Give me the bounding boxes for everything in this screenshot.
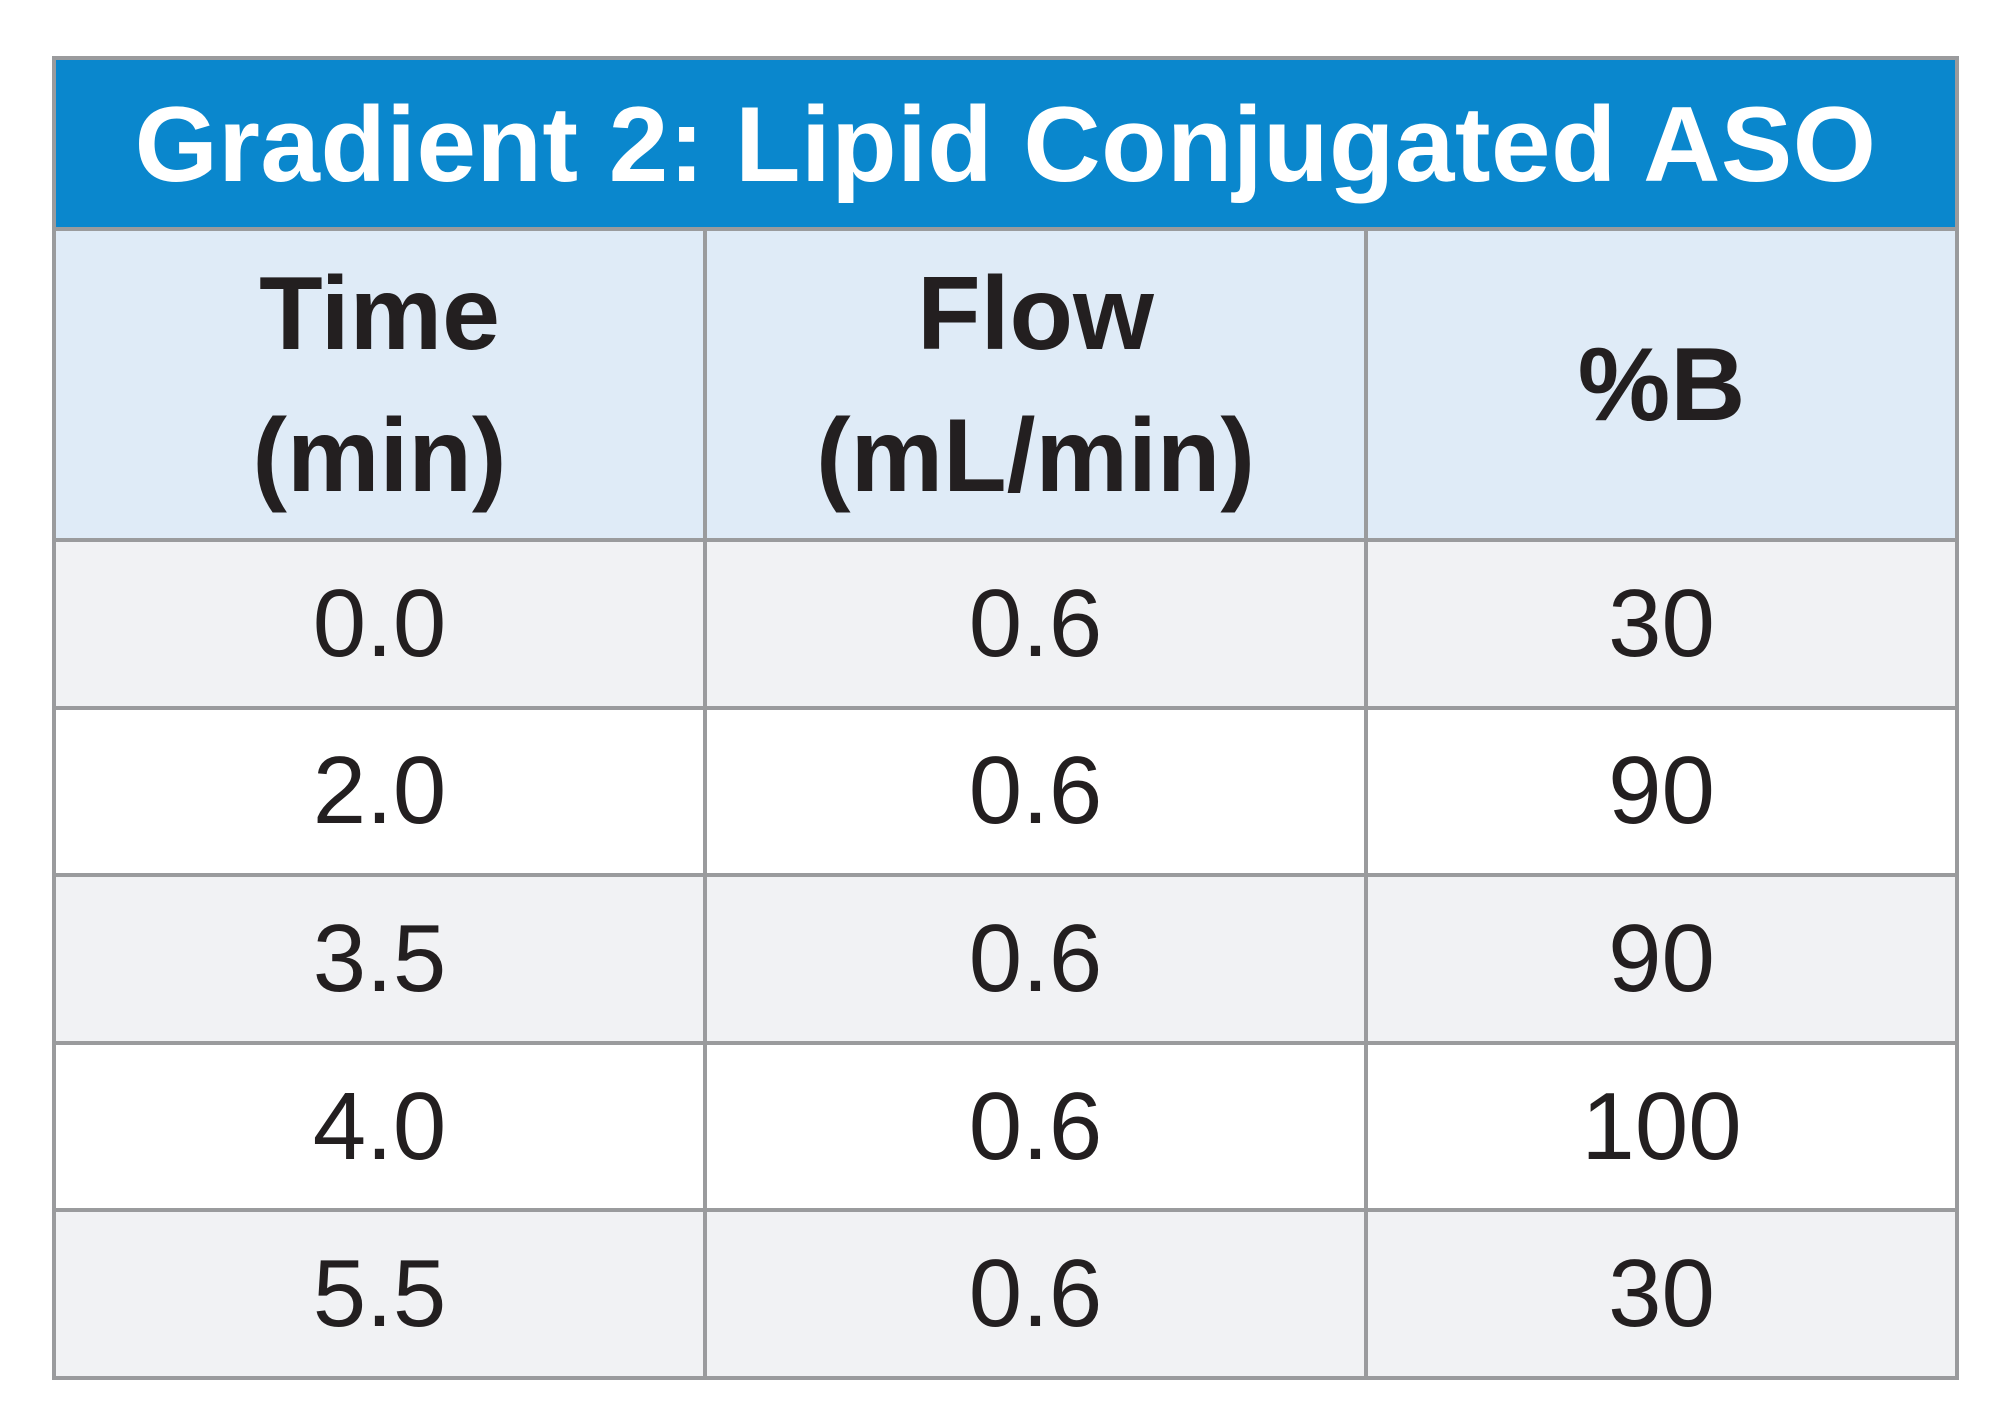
- header-time-unit: (min): [252, 397, 507, 514]
- title-row: Gradient 2: Lipid Conjugated ASO: [56, 60, 1956, 231]
- cell-percent-b: 90: [1366, 707, 1956, 878]
- cell-flow: 0.6: [705, 1210, 1368, 1376]
- header-time-label: Time: [259, 255, 500, 372]
- cell-time: 0.0: [56, 540, 707, 710]
- table-row: 4.0 0.6 100: [56, 1042, 1956, 1213]
- header-time: Time (min): [56, 229, 707, 542]
- header-percent-b-label: %B: [1577, 326, 1746, 443]
- cell-flow: 0.6: [705, 540, 1368, 710]
- cell-percent-b: 100: [1366, 1042, 1956, 1213]
- gradient-table-container: Gradient 2: Lipid Conjugated ASO Time (m…: [52, 56, 1959, 1380]
- gradient-table: Gradient 2: Lipid Conjugated ASO Time (m…: [56, 60, 1956, 1376]
- cell-flow: 0.6: [705, 1042, 1368, 1213]
- table-title: Gradient 2: Lipid Conjugated ASO: [56, 60, 1956, 231]
- header-flow-label: Flow: [917, 255, 1154, 372]
- header-flow-unit: (mL/min): [815, 397, 1256, 514]
- cell-percent-b: 30: [1366, 540, 1956, 710]
- cell-time: 4.0: [56, 1042, 707, 1213]
- cell-time: 5.5: [56, 1210, 707, 1376]
- cell-percent-b: 30: [1366, 1210, 1956, 1376]
- header-flow: Flow (mL/min): [705, 229, 1368, 542]
- cell-time: 2.0: [56, 707, 707, 878]
- cell-time: 3.5: [56, 875, 707, 1045]
- table-row: 2.0 0.6 90: [56, 707, 1956, 878]
- table-row: 3.5 0.6 90: [56, 875, 1956, 1045]
- table-row: 0.0 0.6 30: [56, 540, 1956, 710]
- cell-flow: 0.6: [705, 875, 1368, 1045]
- cell-percent-b: 90: [1366, 875, 1956, 1045]
- header-row: Time (min) Flow (mL/min) %B: [56, 229, 1956, 542]
- table-row: 5.5 0.6 30: [56, 1210, 1956, 1376]
- cell-flow: 0.6: [705, 707, 1368, 878]
- header-percent-b: %B: [1366, 229, 1956, 542]
